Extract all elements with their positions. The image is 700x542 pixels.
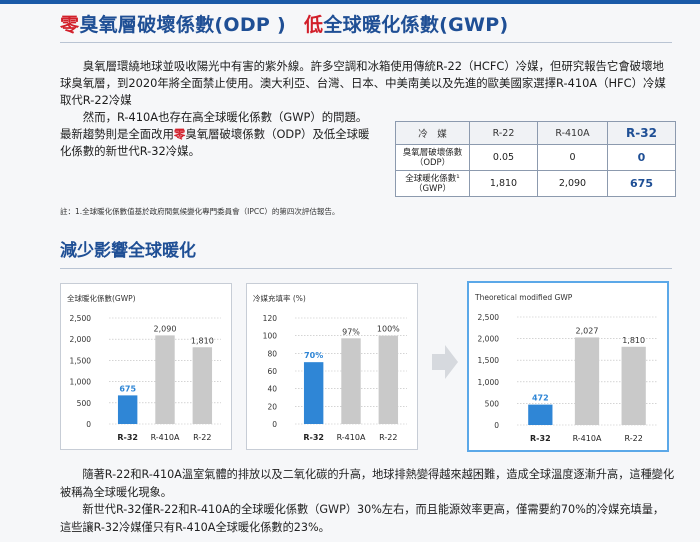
y-tick-label: 1,500 — [478, 356, 500, 365]
chart-title: 全球暖化係數(GWP) — [67, 293, 136, 303]
table-header-cell: R-22 — [469, 121, 538, 145]
title-zero-char: 零 — [60, 14, 80, 36]
x-tick-label: R-410A — [573, 434, 602, 443]
y-tick-label: 80 — [267, 349, 277, 358]
section-divider — [60, 268, 672, 269]
y-tick-label: 0 — [272, 420, 277, 429]
data-label: 70% — [304, 351, 323, 360]
table-cell: 675 — [607, 170, 676, 197]
title-low-char: 低 — [304, 14, 324, 36]
table-cell: 0.05 — [469, 144, 538, 171]
y-tick-label: 500 — [77, 399, 92, 408]
bar — [378, 335, 399, 424]
y-tick-label: 1,000 — [70, 378, 92, 387]
x-tick-label: R-22 — [193, 433, 211, 442]
bar — [192, 347, 213, 424]
data-label: 675 — [119, 384, 136, 393]
intro-paragraph-2: 然而，R-410A也存在高全球暖化係數（GWP）的問題。最新趨勢則是全面改用零臭… — [60, 110, 370, 158]
table-cell: 0 — [537, 144, 608, 171]
table-cell: 1,810 — [469, 170, 538, 197]
data-label: 97% — [342, 327, 360, 336]
table-row: 全球暖化係數¹（GWP） 1,810 2,090 675 — [395, 170, 676, 197]
data-label: 472 — [532, 394, 549, 403]
data-label: 100% — [377, 325, 400, 334]
section-title: 減少影響全球暖化 — [60, 241, 196, 261]
modified-gwp-chart-panel: Theoretical modified GWP 0 500 1,000 1,500 2,… — [467, 281, 669, 452]
title-part2: 全球暖化係數(GWP) — [323, 14, 509, 36]
y-tick-label: 1,500 — [70, 356, 92, 365]
x-tick-label: R-22 — [625, 434, 643, 443]
bottom-paragraph-2: 新世代R-32僅R-22和R-410A的全球暖化係數（GWP）30%左右，而且能… — [60, 503, 665, 534]
y-tick-label: 60 — [267, 367, 277, 376]
y-tick-label: 2,500 — [478, 313, 500, 322]
table-header-row: 冷 媒 R-22 R-410A R-32 — [395, 121, 676, 145]
y-tick-label: 0 — [494, 421, 499, 430]
footnote: 註：1.全球暖化係數值基於政府間氣候變化專門委員會（IPCC）的第四次評估報告。 — [60, 207, 340, 216]
y-tick-label: 20 — [267, 402, 277, 411]
bar — [341, 338, 361, 424]
table-cell: 0 — [607, 144, 676, 171]
refrigerant-comparison-table: 冷 媒 R-22 R-410A R-32 臭氧層破壞係數（ODP） 0.05 0… — [395, 121, 676, 197]
charge-rate-chart-panel: 冷媒充填率 (%) 0 20 40 60 80 100 120 70% R-32 97% R-410A… — [246, 283, 418, 450]
table-header-cell: 冷 媒 — [395, 121, 470, 145]
bottom-text: 隨著R-22和R-410A溫室氣體的排放以及二氧化碳的升高，地球排熱變得越來越困… — [60, 466, 675, 536]
intro-paragraph-1: 臭氧層環繞地球並吸收陽光中有害的紫外線。許多空調和冰箱使用傳統R-22（HCFC… — [60, 59, 666, 107]
x-tick-label: R-32 — [530, 434, 551, 443]
x-tick-label: R-32 — [117, 433, 138, 442]
x-tick-label: R-22 — [379, 433, 397, 442]
arrow-right-icon — [432, 345, 458, 379]
row-label-odp: 臭氧層破壞係數（ODP） — [395, 144, 470, 171]
bottom-paragraph-1: 隨著R-22和R-410A溫室氣體的排放以及二氧化碳的升高，地球排熱變得越來越困… — [60, 468, 675, 499]
page-title: 零臭氧層破壞係數(ODP ) 低全球暖化係數(GWP) — [60, 10, 509, 37]
y-tick-label: 2,500 — [70, 314, 92, 323]
table-header-cell: R-32 — [607, 121, 676, 145]
y-tick-label: 2,000 — [70, 335, 92, 344]
row-label-gwp: 全球暖化係數¹（GWP） — [395, 170, 470, 197]
y-tick-label: 500 — [485, 399, 500, 408]
y-tick-label: 40 — [267, 385, 277, 394]
bar — [528, 404, 553, 425]
title-divider — [60, 42, 672, 43]
bar — [574, 337, 600, 425]
y-tick-label: 2,000 — [478, 335, 500, 344]
title-part1: 臭氧層破壞係數(ODP ) — [79, 14, 287, 36]
gwp-chart-panel: 全球暖化係數(GWP) 0 500 1,000 1,500 2,000 2,500 675 R-… — [60, 283, 232, 450]
data-label: 2,090 — [154, 324, 177, 333]
x-tick-label: R-32 — [303, 433, 324, 442]
bar — [117, 395, 138, 424]
data-label: 2,027 — [576, 326, 599, 335]
x-tick-label: R-410A — [151, 433, 180, 442]
zero-highlight: 零 — [173, 127, 186, 141]
y-tick-label: 0 — [86, 420, 91, 429]
chart-title: 冷媒充填率 (%) — [253, 293, 306, 303]
bar — [303, 362, 324, 424]
bar — [621, 346, 646, 425]
data-label: 1,810 — [622, 336, 645, 345]
charge-rate-chart: 冷媒充填率 (%) 0 20 40 60 80 100 120 70% R-32 97% R-410A… — [253, 293, 407, 442]
top-accent-bar — [0, 0, 700, 4]
table-cell: 2,090 — [537, 170, 608, 197]
y-tick-label: 120 — [263, 314, 278, 323]
bar — [155, 335, 175, 424]
chart-title: Theoretical modified GWP — [474, 293, 573, 302]
table-header-cell: R-410A — [537, 121, 608, 145]
y-tick-label: 100 — [263, 332, 278, 341]
y-tick-label: 1,000 — [478, 378, 500, 387]
data-label: 1,810 — [191, 336, 214, 345]
table-row: 臭氧層破壞係數（ODP） 0.05 0 0 — [395, 144, 676, 171]
x-tick-label: R-410A — [337, 433, 366, 442]
gwp-chart: 全球暖化係數(GWP) 0 500 1,000 1,500 2,000 2,500 675 R-… — [67, 293, 221, 442]
modified-gwp-chart: Theoretical modified GWP 0 500 1,000 1,500 2,… — [474, 293, 657, 443]
